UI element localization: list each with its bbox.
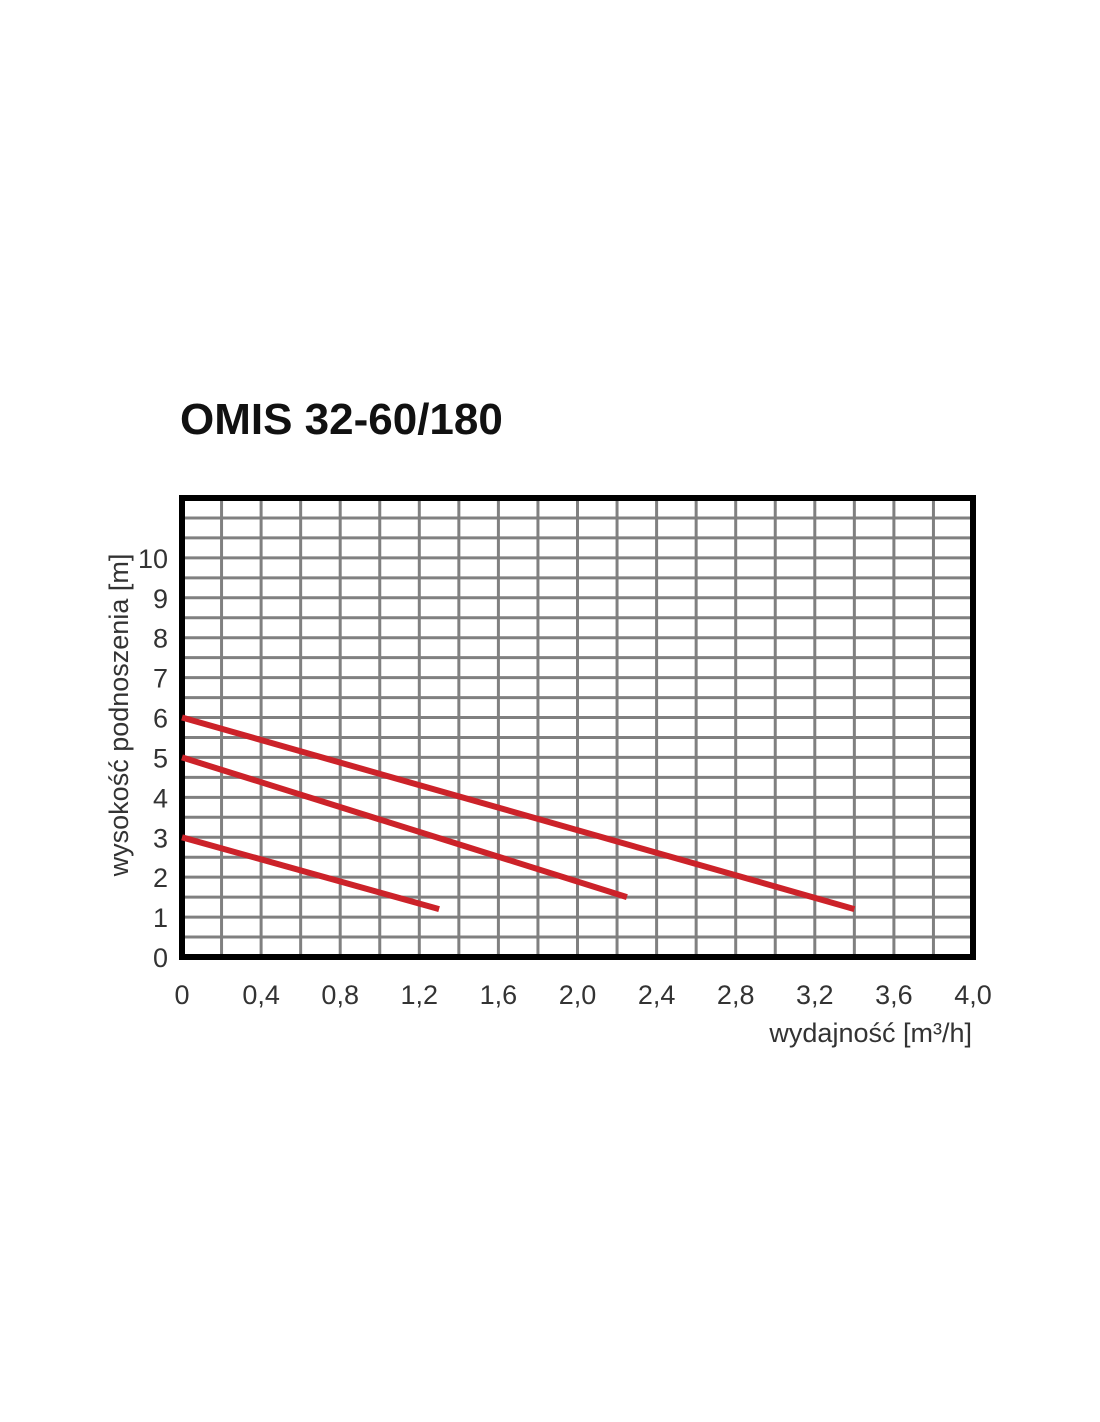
- chart-title: OMIS 32-60/180: [180, 395, 503, 444]
- y-tick-label: 6: [153, 704, 168, 734]
- y-tick-label: 10: [138, 544, 168, 574]
- x-tick-label: 0,4: [242, 980, 280, 1010]
- series-line-3: [181, 834, 440, 912]
- series-line-2: [181, 754, 628, 900]
- x-tick-labels: 0 0,4 0,8 1,2 1,6 2,0 2,4 2,8 3,2 3,6 4,0: [174, 980, 991, 1010]
- y-tick-label: 7: [153, 664, 168, 694]
- series-lines: [181, 714, 856, 912]
- x-tick-label: 3,6: [875, 980, 913, 1010]
- y-tick-label: 0: [153, 943, 168, 973]
- x-tick-label: 2,8: [717, 980, 755, 1010]
- y-tick-label: 5: [153, 743, 168, 773]
- y-tick-label: 2: [153, 863, 168, 893]
- series-line-1: [181, 714, 856, 912]
- x-tick-label: 3,2: [796, 980, 834, 1010]
- x-tick-label: 2,4: [638, 980, 676, 1010]
- x-tick-label: 2,0: [559, 980, 597, 1010]
- y-axis-label: wysokość podnoszenia [m]: [104, 554, 134, 878]
- x-tick-label: 1,2: [401, 980, 439, 1010]
- x-axis-label: wydajność [m³/h]: [768, 1018, 972, 1048]
- plot-frame: [179, 495, 976, 960]
- x-tick-label: 4,0: [954, 980, 992, 1010]
- x-tick-label: 1,6: [480, 980, 518, 1010]
- y-tick-label: 8: [153, 624, 168, 654]
- y-tick-label: 4: [153, 783, 168, 813]
- grid: [182, 498, 973, 957]
- y-tick-label: 3: [153, 823, 168, 853]
- y-tick-label: 9: [153, 584, 168, 614]
- y-tick-label: 1: [153, 903, 168, 933]
- x-tick-label: 0,8: [321, 980, 359, 1010]
- y-tick-labels: 0 1 2 3 4 5 6 7 8 9 10: [138, 544, 168, 973]
- x-tick-label: 0: [174, 980, 189, 1010]
